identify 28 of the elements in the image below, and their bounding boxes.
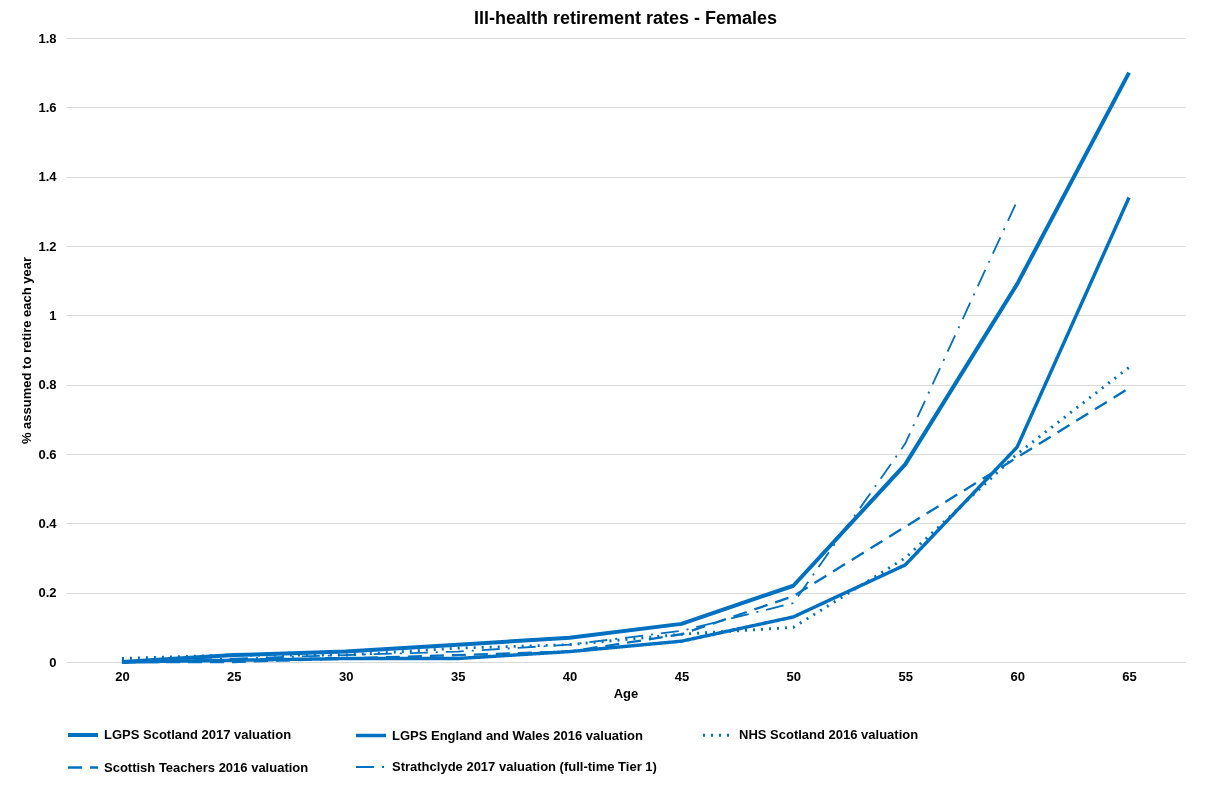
legend-label: Strathclyde 2017 valuation (full-time Tier 1)	[392, 759, 657, 774]
chart-title: Ill-health retirement rates - Females	[473, 8, 778, 28]
x-tick-label: 40	[562, 668, 578, 684]
x-tick-label: 35	[450, 668, 466, 684]
y-tick-label: 1.2	[38, 238, 57, 254]
x-tick-label: 25	[227, 668, 242, 684]
y-axis-title: % assumed to retire each year	[19, 256, 35, 445]
x-tick-label: 50	[786, 668, 802, 684]
legend-label: NHS Scotland 2016 valuation	[739, 727, 919, 743]
legend-label: Scottish Teachers 2016 valuation	[104, 759, 309, 775]
y-tick-label: 0.2	[38, 585, 57, 601]
x-tick-label: 20	[115, 668, 130, 684]
y-tick-label: 1	[49, 307, 57, 323]
x-axis-title: Age	[613, 685, 639, 701]
legend-label: LGPS Scotland 2017 valuation	[104, 727, 292, 742]
x-tick-label: 65	[1122, 668, 1137, 684]
x-tick-label: 45	[674, 668, 690, 684]
y-tick-label: 0.6	[38, 446, 57, 462]
x-tick-label: 30	[339, 668, 354, 684]
legend-label: LGPS England and Wales 2016 valuation	[392, 727, 643, 743]
y-tick-label: 0.4	[38, 515, 58, 531]
y-tick-label: 1.6	[38, 99, 57, 115]
y-tick-label: 0.8	[38, 377, 57, 393]
y-tick-label: 0	[49, 654, 57, 670]
x-tick-label: 60	[1010, 668, 1025, 684]
y-tick-label: 1.8	[38, 30, 57, 46]
x-tick-label: 55	[898, 668, 913, 684]
y-tick-label: 1.4	[38, 169, 58, 185]
